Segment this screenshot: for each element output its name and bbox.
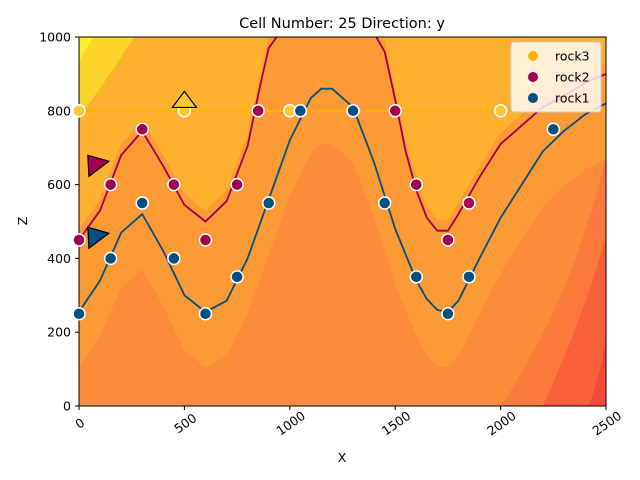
y-tick-label: 400: [47, 251, 71, 266]
legend-marker-rock1: [528, 93, 538, 103]
x-tick-label: 1500: [379, 408, 414, 439]
rock1-point: [167, 251, 181, 266]
rock3-point: [72, 104, 86, 118]
chart-title: Cell Number: 25 Direction: y: [239, 16, 445, 32]
rock1-point: [462, 270, 476, 284]
rock2-orientation-marker: [87, 154, 111, 178]
x-tick-label: 2500: [590, 408, 625, 439]
data-point-layer: [72, 90, 561, 321]
x-tick-label: 2000: [484, 408, 519, 439]
y-axis-label: Z: [15, 217, 30, 226]
rock2-point: [198, 233, 213, 247]
rock2-point: [462, 196, 476, 210]
contour-band-lower: [79, 144, 606, 406]
rock1-point: [230, 270, 244, 284]
x-axis-label: X: [338, 450, 347, 465]
rock1-point: [346, 104, 360, 118]
plot-frame: [78, 36, 607, 407]
legend-label-rock3: rock3: [555, 49, 590, 64]
rock2-point: [103, 177, 118, 192]
rock2-point: [251, 104, 265, 118]
rock1-point: [293, 104, 308, 118]
contour-band-deepest: [589, 335, 606, 406]
rock2-point: [409, 177, 424, 192]
y-tick-label: 0: [63, 399, 71, 414]
rock1-orientation-marker: [87, 226, 111, 250]
rock2-point: [230, 177, 244, 192]
rock1-point: [377, 196, 392, 210]
y-tick-label: 600: [47, 177, 71, 192]
rock3-orientation-marker: [171, 90, 198, 109]
rock1-point: [135, 196, 149, 210]
x-tick-label: 500: [171, 410, 199, 436]
y-tick-label: 800: [47, 103, 71, 118]
contour-band-deeper: [542, 236, 606, 406]
rock2-point: [135, 122, 149, 136]
rock1-point: [261, 196, 276, 210]
y-tick-label: 1000: [39, 30, 71, 45]
rock3-point: [493, 104, 508, 118]
contour-band-highlight: [79, 37, 134, 117]
rock1-point: [72, 307, 86, 321]
rock2-point: [441, 233, 455, 247]
rock2-boundary: [79, 37, 606, 241]
rock1-point: [103, 251, 118, 266]
legend-label-rock1: rock1: [555, 91, 590, 106]
rock1-point: [441, 307, 455, 321]
rock2-point: [72, 233, 86, 247]
rock1-point: [409, 270, 424, 284]
x-tick-label: 1000: [273, 408, 308, 439]
contour-band-peak: [79, 37, 94, 62]
legend-label-rock2: rock2: [555, 70, 590, 85]
rock1-point: [198, 307, 213, 321]
rock2-point: [167, 177, 181, 192]
rock1-point: [546, 122, 561, 136]
x-tick-label: 0: [72, 415, 87, 432]
legend: rock3 rock2 rock1: [510, 41, 602, 113]
legend-marker-rock2: [528, 72, 538, 82]
legend-marker-rock3: [528, 51, 538, 61]
rock2-point: [388, 104, 402, 118]
y-tick-label: 200: [47, 325, 71, 340]
